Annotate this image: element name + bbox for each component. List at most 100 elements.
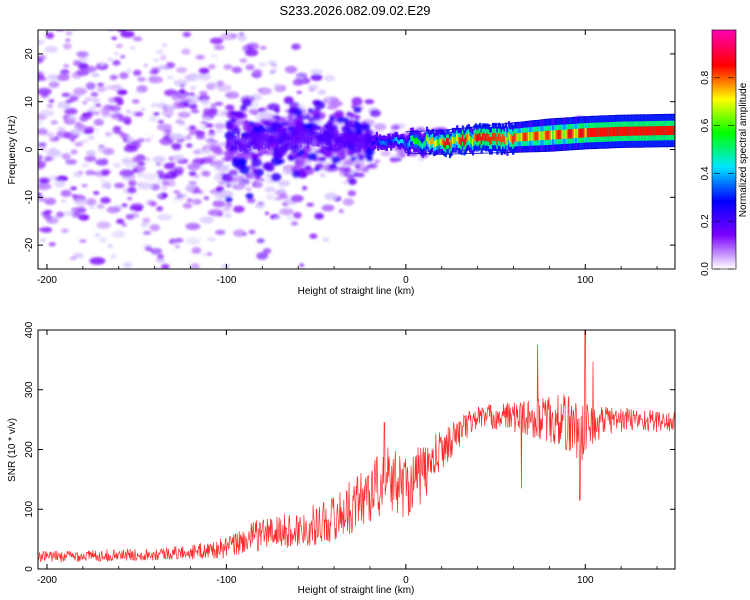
spectrogram-noise-blob <box>182 31 191 38</box>
spectrogram-noise-blob <box>208 64 216 70</box>
spectrogram-noise-blob <box>325 97 332 102</box>
spectrogram-noise-blob <box>233 205 245 213</box>
spectrogram-noise-blob <box>168 169 183 177</box>
spectrogram-ridge-outer <box>226 133 229 149</box>
colorbar-band <box>712 197 736 200</box>
spectrogram-noise-blob <box>53 175 58 179</box>
colorbar-band <box>712 179 736 182</box>
spectrogram-cluster-blob <box>294 162 302 168</box>
spectrogram-noise-blob <box>265 211 269 215</box>
spectrogram-noise-blob <box>150 135 155 139</box>
spectrogram-ridge-outer <box>235 136 238 151</box>
spectrogram-cluster-blob <box>348 119 355 124</box>
spectrogram-cluster-blob <box>292 108 303 116</box>
spectrogram-ridge-core <box>443 140 446 148</box>
spectrogram-ridge-outer <box>306 134 310 149</box>
spectrogram-ridge-outer <box>335 130 338 145</box>
spectrogram-cluster-blob <box>243 119 249 125</box>
spectrogram-noise-blob <box>214 122 226 130</box>
spectrogram-ridge-core <box>494 132 498 141</box>
colorbar-band <box>712 187 736 190</box>
spectrogram-ridge-outer <box>368 134 371 149</box>
spectrogram-ridge-core <box>555 130 558 140</box>
colorbar-band <box>712 121 736 125</box>
spectrogram-ridge-core <box>671 125 674 135</box>
colorbar-band <box>712 67 736 71</box>
spectrogram-ridge-core <box>654 126 657 136</box>
colorbar-band <box>712 89 736 93</box>
spectrogram-noise-blob <box>157 253 164 260</box>
spectrogram-noise-blob <box>82 100 88 105</box>
spectrogram-noise-blob <box>119 72 129 80</box>
spectrogram-cluster-blob <box>288 108 296 115</box>
spectrogram-ridge-core <box>578 128 581 138</box>
spectrogram-noise-blob <box>79 239 87 243</box>
spectrogram-ridge-outer <box>354 132 357 148</box>
spectrogram-cluster-blob <box>240 105 247 111</box>
spectrogram-ridge-outer <box>324 130 327 145</box>
spectrogram-noise-blob <box>62 43 72 50</box>
spectrogram-noise-blob <box>221 263 231 269</box>
spectrogram-noise-blob <box>331 100 343 107</box>
spectrogram-noise-blob <box>127 196 133 201</box>
spectrogram-ridge-core <box>585 128 588 138</box>
spectrogram-ridge-core <box>502 134 505 142</box>
spectrogram-ridge-outer <box>347 130 350 145</box>
spectrogram-ridge-core <box>395 137 399 142</box>
spectrogram-ridge-core <box>598 127 601 137</box>
spectrogram-cluster-blob <box>287 154 293 160</box>
spectrogram-cluster-blob <box>341 117 350 124</box>
spectrogram-ridge-outer <box>278 129 281 144</box>
spectrogram-noise-blob <box>150 103 158 108</box>
spectrogram-ridge-core <box>469 135 472 144</box>
spectrogram-ridge-core <box>632 126 635 136</box>
spectrogram-ridge-core <box>532 131 535 141</box>
colorbar-band <box>712 99 736 103</box>
spectrogram-noise-blob <box>374 123 387 131</box>
spectrogram-noise-blob <box>380 150 391 157</box>
spectrogram-noise-blob <box>159 55 167 61</box>
spectrogram-noise-blob <box>177 111 191 119</box>
spectrogram-cluster-blob <box>279 116 287 123</box>
spectrogram-ridge-core <box>418 140 422 147</box>
spectrogram-noise-blob <box>286 215 295 220</box>
spectrogram-ridge-core <box>602 127 605 137</box>
spectrogram-ridge-core <box>545 130 548 140</box>
spectrogram-ridge-core <box>628 126 631 136</box>
spectrogram-noise-blob <box>172 154 185 161</box>
spectrogram-ridge-outer <box>250 132 254 147</box>
spectrogram-ridge-core <box>639 126 643 136</box>
spectrogram-noise-blob <box>205 123 214 128</box>
spectrogram-noise-blob <box>161 109 174 117</box>
colorbar-band <box>712 147 736 151</box>
spectrogram-ridge-core <box>527 132 531 141</box>
spectrogram-cluster-blob <box>281 121 288 127</box>
spectrogram-noise-blob <box>145 309 152 312</box>
spectrogram-noise-blob <box>86 198 97 206</box>
spectrogram-noise-blob <box>97 148 105 153</box>
spectrogram-ridge-core <box>423 141 426 148</box>
spectrogram-ridge-outer <box>292 129 295 144</box>
spectrogram-xtick-label: -100 <box>216 275 236 286</box>
spectrogram-noise-blob <box>361 167 370 173</box>
spectrogram-cluster-blob <box>358 156 365 161</box>
spectrogram-ridge-outer <box>242 135 245 151</box>
spectrogram-ridge-core <box>552 130 555 140</box>
spectrogram-cluster-blob <box>301 153 309 160</box>
spectrogram-ridge-core <box>648 126 651 136</box>
spectrogram-noise-blob <box>38 74 45 81</box>
spectrogram-ridge-core <box>589 128 592 138</box>
colorbar-band <box>712 225 736 228</box>
colorbar-band <box>712 249 736 252</box>
colorbar-band <box>712 75 736 79</box>
colorbar-band <box>712 245 736 248</box>
spectrogram-noise-blob <box>38 227 44 232</box>
spectrogram-cluster-blob <box>314 166 320 172</box>
spectrogram-noise-blob <box>70 139 75 142</box>
spectrogram-ridge-core <box>609 127 612 137</box>
spectrogram-noise-blob <box>182 203 193 209</box>
colorbar-band <box>712 145 736 149</box>
spectrogram-ridge-core <box>410 135 413 142</box>
spectrogram-noise-blob <box>40 92 49 98</box>
